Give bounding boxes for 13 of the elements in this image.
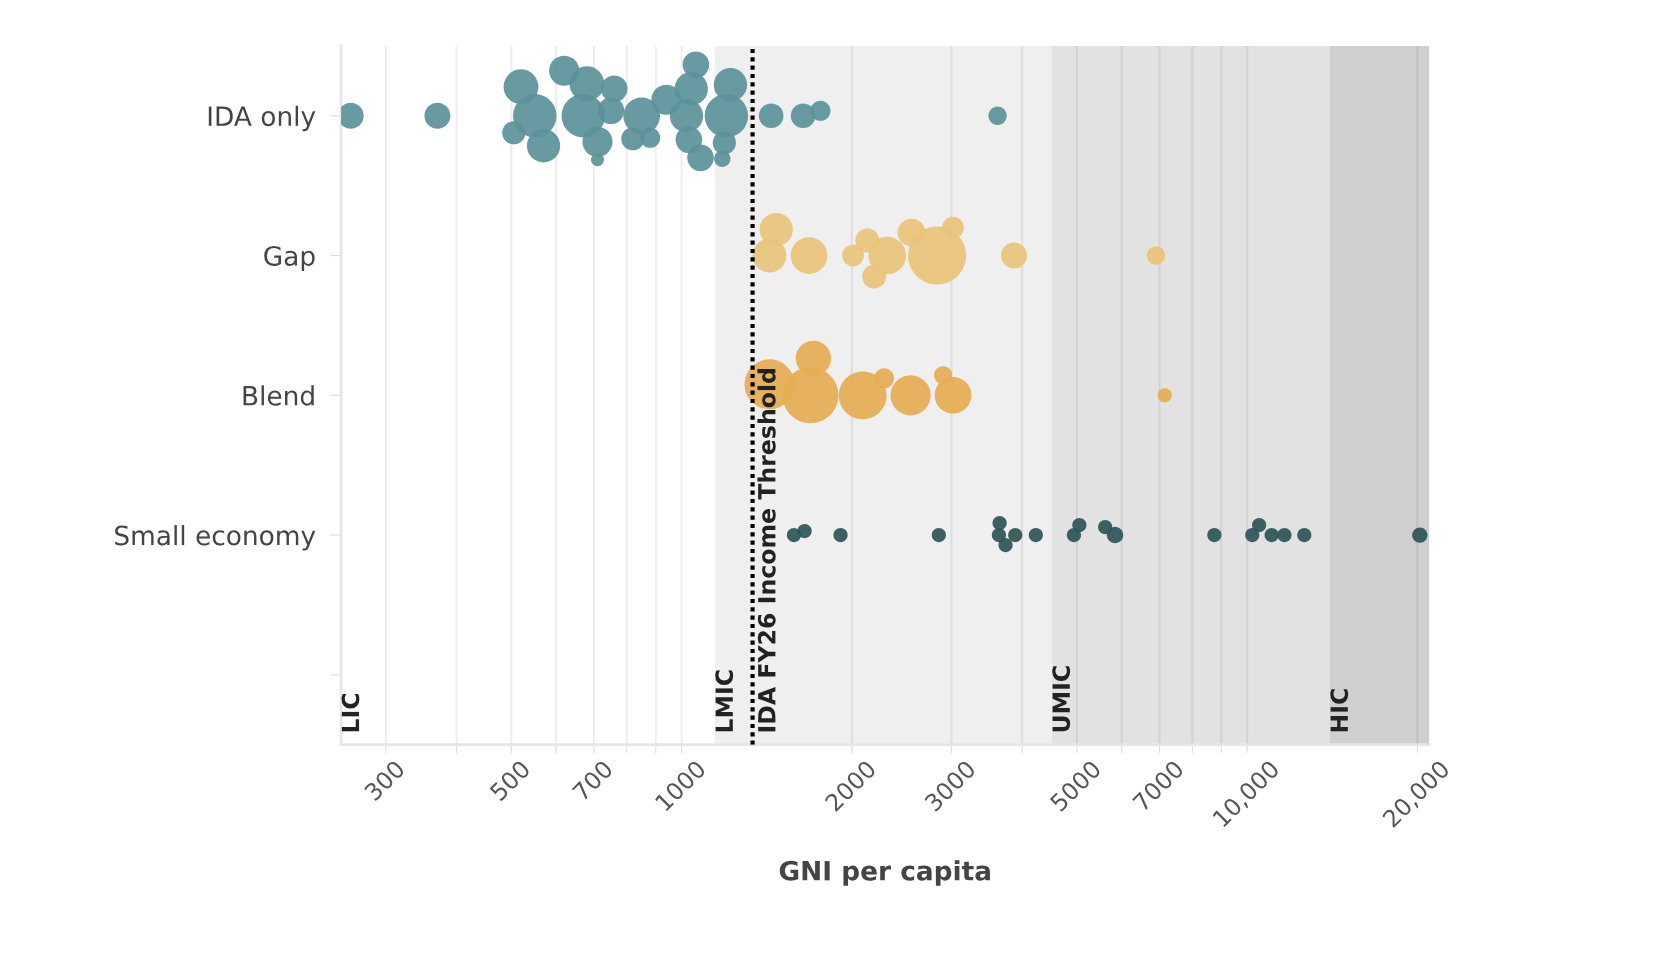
band-label: HIC <box>1330 689 1349 732</box>
band-label: LMIC <box>715 670 734 732</box>
y-tick-label: Blend <box>243 385 314 406</box>
band-label: UMIC <box>1052 666 1071 732</box>
y-tick-label: Small economy <box>115 525 316 551</box>
y-tick-label: Gap <box>264 245 315 272</box>
x-tick-label: 500 <box>488 759 532 802</box>
y-tick-label: IDA only <box>208 105 316 132</box>
x-tick-label: 700 <box>571 759 614 802</box>
ref-line-label: IDA FY26 Income Threshold <box>757 369 776 732</box>
x-tick-label: 300 <box>363 759 406 802</box>
annotation: LIC <box>341 693 360 732</box>
x-axis-title: GNI per capita <box>779 860 990 886</box>
